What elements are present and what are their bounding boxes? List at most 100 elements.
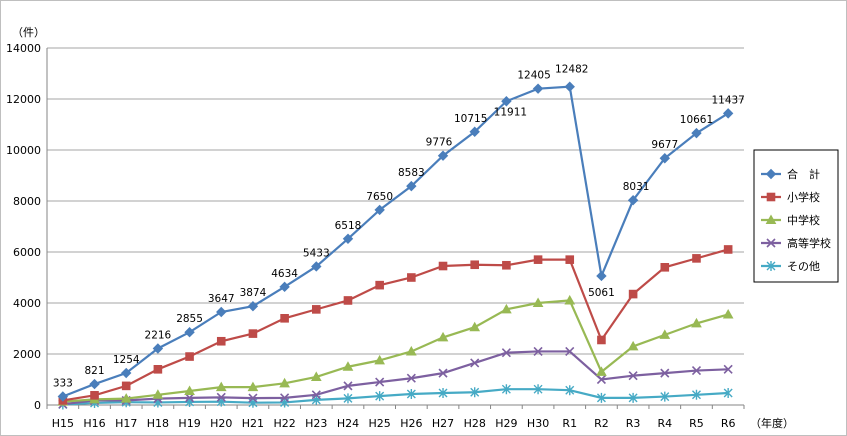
legend-label: 小学校	[787, 190, 820, 204]
data-point	[470, 260, 480, 270]
data-point	[659, 153, 671, 164]
data-point	[280, 314, 289, 323]
series-0	[57, 81, 734, 402]
data-point	[121, 381, 131, 391]
data-point	[596, 374, 606, 385]
data-label: 3647	[208, 293, 235, 305]
data-point	[691, 317, 702, 328]
data-point	[216, 306, 227, 318]
y-tick-label: 12000	[6, 93, 41, 106]
data-point	[501, 303, 512, 314]
data-point	[279, 377, 290, 388]
data-point	[723, 388, 733, 399]
data-point	[247, 381, 259, 392]
data-point	[660, 263, 670, 272]
data-point	[375, 280, 384, 290]
data-point	[533, 255, 543, 264]
x-tick-label: H19	[178, 417, 200, 430]
data-point	[532, 297, 544, 307]
x-tick-label: H27	[432, 417, 454, 430]
data-point	[406, 389, 416, 400]
data-point	[57, 391, 69, 402]
data-point	[533, 346, 543, 357]
y-tick-label: 6000	[13, 246, 41, 259]
data-point	[374, 354, 386, 365]
data-point	[723, 245, 733, 254]
series-line	[62, 248, 729, 402]
data-point	[691, 366, 702, 376]
data-point	[469, 321, 481, 332]
data-point	[279, 281, 290, 293]
data-point	[564, 294, 576, 305]
data-point	[374, 204, 385, 216]
data-point	[691, 127, 702, 139]
data-point	[723, 364, 733, 374]
data-label: 2855	[176, 313, 203, 325]
x-tick-label: R1	[562, 417, 577, 430]
data-label: 10715	[454, 113, 487, 125]
y-tick-label: 10000	[6, 144, 41, 157]
data-point	[215, 381, 227, 392]
data-point	[343, 393, 353, 404]
y-tick-label: 14000	[6, 42, 41, 55]
x-tick-label: H25	[369, 417, 391, 430]
data-point	[660, 368, 670, 378]
data-point	[437, 150, 449, 161]
data-point	[153, 365, 163, 374]
data-point	[627, 195, 639, 206]
data-point	[310, 371, 322, 381]
data-point	[437, 331, 449, 342]
data-point	[185, 352, 194, 361]
data-point	[438, 388, 448, 399]
data-label: 821	[84, 365, 104, 377]
data-point	[311, 305, 321, 314]
data-point	[533, 384, 543, 395]
data-point	[596, 366, 607, 376]
series-line	[62, 299, 729, 403]
data-point	[89, 378, 100, 390]
series-group	[57, 81, 734, 410]
gridlines	[47, 47, 744, 355]
data-point	[90, 391, 99, 400]
data-point	[565, 346, 575, 357]
data-point	[405, 345, 417, 356]
series-line	[62, 350, 729, 406]
series-3	[58, 346, 733, 409]
x-tick-label: H21	[242, 417, 264, 430]
y-tick-label: 4000	[13, 297, 41, 310]
x-tick-label: H28	[464, 417, 486, 430]
data-point	[184, 385, 195, 395]
data-point	[502, 260, 511, 270]
x-tick-label: H15	[52, 417, 74, 430]
data-point	[627, 340, 639, 351]
data-label: 4634	[271, 268, 298, 280]
data-point	[248, 329, 258, 338]
data-point	[438, 368, 448, 378]
data-point	[564, 81, 575, 92]
legend-item: その他	[761, 260, 820, 273]
x-tick-label: R2	[594, 417, 609, 430]
data-point	[120, 393, 132, 403]
data-point	[247, 301, 259, 312]
data-point	[532, 83, 544, 94]
x-tick-label: H30	[527, 417, 549, 430]
legend-item: 小学校	[761, 190, 820, 204]
data-point	[438, 261, 448, 271]
data-label: 12405	[517, 70, 550, 82]
data-point	[470, 387, 480, 398]
data-point	[375, 391, 385, 402]
x-tick-label: H20	[210, 417, 232, 430]
data-label: 12482	[555, 64, 588, 76]
data-point	[469, 126, 480, 137]
data-point	[280, 393, 290, 403]
x-tick-label: H29	[495, 417, 517, 430]
x-tick-label: H18	[147, 417, 169, 430]
x-tick-label: H22	[273, 417, 295, 430]
data-point	[184, 326, 195, 338]
legend-item: 高等学校	[761, 236, 831, 250]
data-point	[628, 371, 638, 381]
x-tick-label: R4	[657, 417, 672, 430]
data-point	[152, 389, 164, 399]
y-tick-label: 2000	[13, 348, 41, 361]
